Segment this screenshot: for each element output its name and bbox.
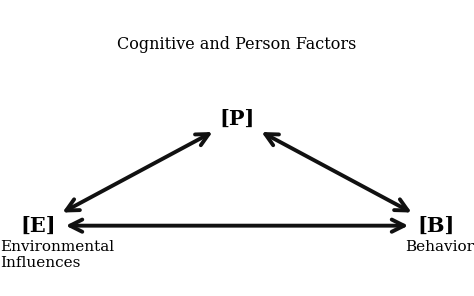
FancyArrowPatch shape bbox=[66, 134, 209, 210]
FancyArrowPatch shape bbox=[265, 134, 408, 210]
Text: [E]: [E] bbox=[20, 216, 56, 236]
FancyArrowPatch shape bbox=[70, 220, 404, 232]
Text: Behavior: Behavior bbox=[405, 240, 474, 254]
Text: Environmental
Influences: Environmental Influences bbox=[0, 240, 114, 270]
Text: [P]: [P] bbox=[219, 109, 255, 129]
Text: Cognitive and Person Factors: Cognitive and Person Factors bbox=[117, 36, 357, 52]
Text: [B]: [B] bbox=[418, 216, 455, 236]
